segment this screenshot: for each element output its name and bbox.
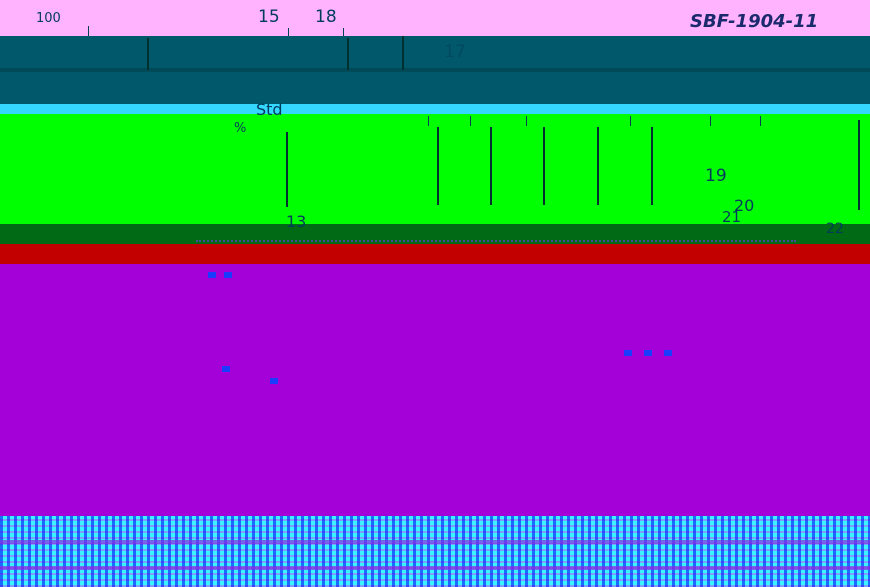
green-tick-2 [470,116,471,126]
green-bar-3 [490,127,492,205]
noise-stripe-2 [0,566,870,570]
label-13: 13 [286,212,307,231]
label-20: 20 [734,196,755,215]
top-tick-1 [88,26,89,36]
blue-mark-1 [208,272,216,278]
green-bar-6 [651,127,653,205]
green-bar-5 [597,127,599,205]
label-17: 17 [444,42,466,62]
noise-stripe-1 [0,540,870,544]
green-tick-3 [526,116,527,126]
green-tick-5 [710,116,711,126]
noise-band [0,516,870,587]
blue-mark-4 [644,350,652,356]
blue-mark-3 [624,350,632,356]
top-tick-3 [343,28,344,36]
red-strip [0,244,870,264]
label-top-left: 100 [36,11,61,26]
dark-green-strip [0,224,870,244]
cyan-band [0,104,870,114]
label-18: 18 [315,7,337,27]
label-std: Std [256,100,283,119]
green-tick-1 [428,116,429,126]
header-stripe [0,68,870,72]
label-top-right: SBF-1904-11 [690,11,819,32]
label-pct: % [234,121,247,136]
green-tick-6 [760,116,761,126]
label-21: 21 [722,208,742,226]
green-tick-4 [630,116,631,126]
top-tick-2 [288,28,289,36]
green-band [0,114,870,224]
axis-dotted-line [196,240,796,242]
header-bar-2 [347,38,349,70]
header-bar-1 [147,38,149,70]
green-bar-1 [286,132,288,207]
green-bar-7 [858,120,860,210]
blue-mark-5 [664,350,672,356]
header-bar-3 [402,36,404,70]
blue-mark-6 [222,366,230,372]
label-15: 15 [258,7,280,27]
label-19: 19 [705,166,727,186]
top-band [0,0,870,36]
green-bar-4 [543,127,545,205]
blue-mark-2 [224,272,232,278]
purple-area [0,264,870,516]
blue-mark-7 [270,378,278,384]
green-bar-2 [437,127,439,205]
label-22: 22 [826,221,844,237]
